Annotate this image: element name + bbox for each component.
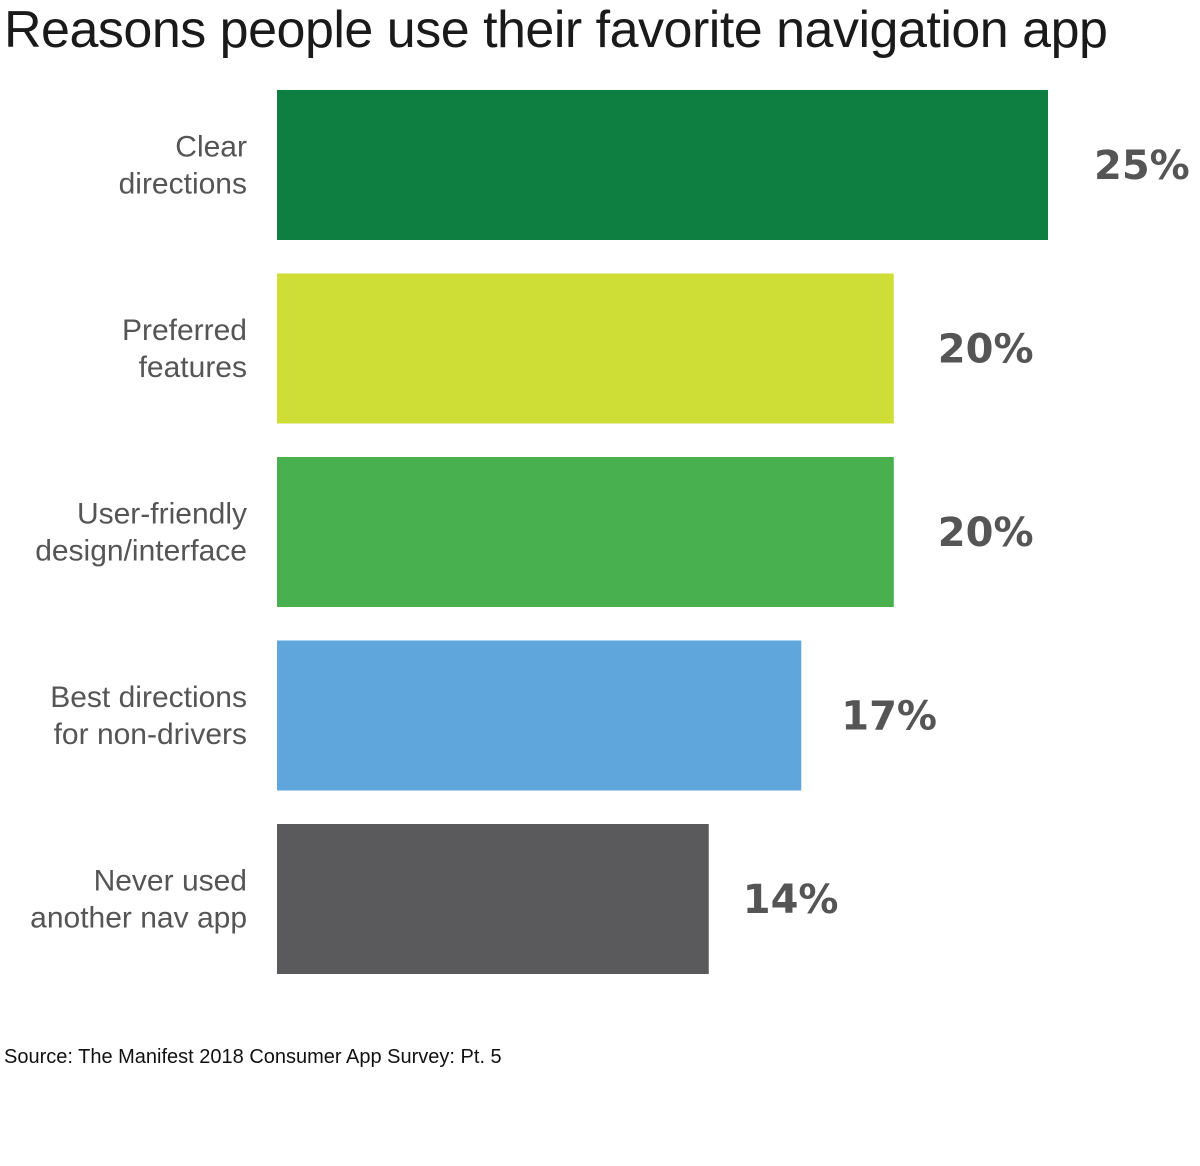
bar-chart: Clear directions Preferred features User-fri… [30, 90, 1190, 974]
value-label-4: 17% [841, 694, 937, 740]
bar-5 [277, 824, 709, 974]
value-label-1: 25% [1094, 143, 1190, 189]
category-label-2-line-2: features [139, 351, 247, 384]
value-label-5: 14% [743, 877, 839, 923]
bars-group [277, 90, 1048, 974]
bar-1 [277, 90, 1048, 240]
chart-title: Reasons people use their favorite naviga… [4, 1, 1108, 59]
bar-2 [277, 273, 894, 424]
source-note: Source: The Manifest 2018 Consumer App S… [4, 1046, 502, 1068]
category-label-3-line-2: design/interface [35, 534, 247, 567]
category-label-1-line-1: Clear [175, 130, 247, 163]
category-label-3-line-1: User-friendly [77, 497, 247, 530]
category-labels-group: Clear directions Preferred features User-fri… [30, 130, 247, 934]
category-label-5-line-2: another nav app [30, 901, 247, 934]
category-label-4-line-1: Best directions [50, 681, 247, 714]
bar-3 [277, 457, 894, 607]
category-label-5-line-1: Never used [94, 864, 247, 897]
value-label-2: 20% [938, 327, 1034, 373]
bar-4 [277, 640, 802, 791]
value-label-3: 20% [938, 510, 1034, 556]
category-label-1-line-2: directions [119, 167, 247, 200]
category-label-4-line-2: for non-drivers [54, 718, 247, 751]
value-labels-group: 25% 20% 20% 17% 14% [743, 143, 1190, 923]
category-label-2-line-1: Preferred [122, 314, 247, 347]
